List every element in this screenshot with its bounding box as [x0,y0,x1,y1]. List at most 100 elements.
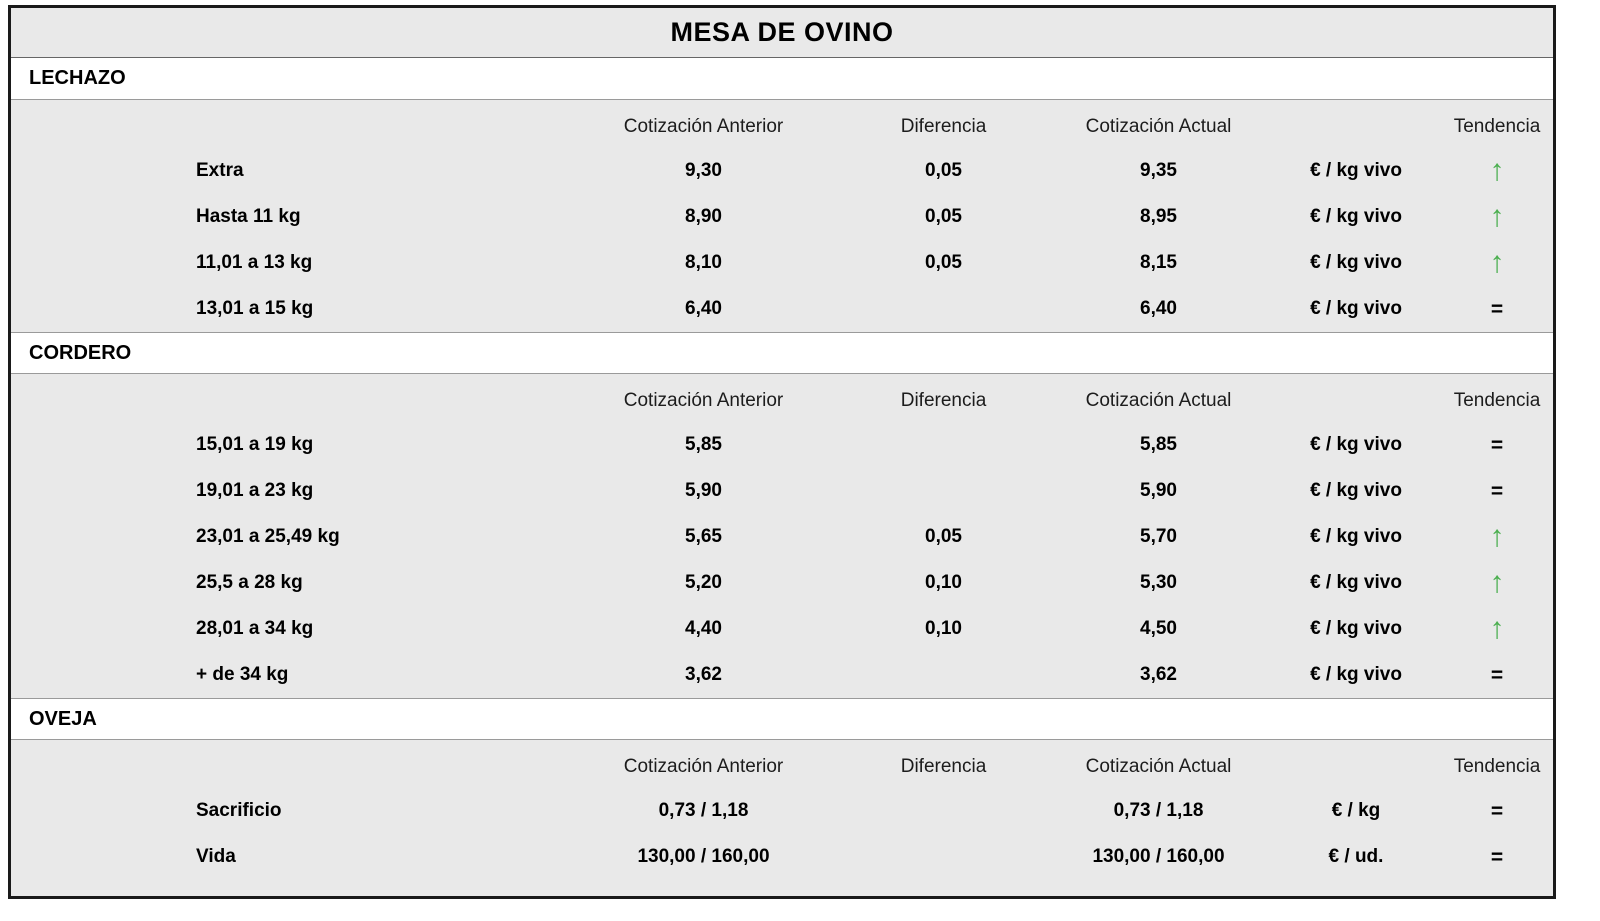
diferencia-value: 0,10 [925,618,962,639]
diferencia-value: 0,10 [925,572,962,593]
trend-equal-icon: = [1490,480,1504,502]
unit-label: € / kg vivo [1310,664,1402,685]
diferencia-value: 0,05 [925,526,962,547]
column-header-row: Cotización Anterior Diferencia Cotización … [11,374,1553,422]
row-label: 19,01 a 23 kg [196,480,314,501]
cotizacion-actual-value: 4,50 [1140,618,1177,639]
cotizacion-anterior-value: 9,30 [685,160,722,181]
section-header: CORDERO [11,332,1553,374]
section-name: CORDERO [29,341,132,364]
cotizacion-actual-value: 5,30 [1140,572,1177,593]
cotizacion-actual-value: 5,90 [1140,480,1177,501]
trend-equal-icon: = [1490,298,1504,320]
trend-up-icon: ↑ [1489,248,1505,278]
cotizacion-anterior-value: 5,20 [685,572,722,593]
section-header: LECHAZO [11,58,1553,100]
table-title: MESA DE OVINO [11,8,1553,58]
trend-equal-icon: = [1490,800,1504,822]
trend-equal-icon: = [1490,846,1504,868]
unit-label: € / kg vivo [1310,206,1402,227]
table-body: LECHAZO Cotización Anterior Diferencia Coti… [11,58,1553,880]
trend-up-icon: ↑ [1489,156,1505,186]
section-name: LECHAZO [29,67,126,89]
column-header-tendencia: Tendencia [1453,116,1541,137]
row-label: 25,5 a 28 kg [196,572,303,593]
row-label: 28,01 a 34 kg [196,618,314,639]
cotizacion-actual-value: 5,70 [1140,526,1177,547]
price-row: 28,01 a 34 kg 4,40 0,10 4,50 € / kg vivo ↑ [11,606,1553,652]
column-header-row: Cotización Anterior Diferencia Cotización … [11,100,1553,148]
cotizacion-actual-value: 130,00 / 160,00 [1092,846,1225,867]
cotizacion-anterior-value: 5,90 [685,480,722,501]
cotizacion-anterior-value: 5,65 [685,526,722,547]
unit-label: € / kg vivo [1310,526,1402,547]
unit-label: € / kg vivo [1310,160,1402,181]
cotizacion-actual-value: 3,62 [1140,664,1177,685]
trend-up-icon: ↑ [1489,202,1505,232]
column-header-diferencia: Diferencia [900,756,987,777]
unit-label: € / kg vivo [1310,298,1402,319]
row-label: 15,01 a 19 kg [196,434,314,455]
price-row: 25,5 a 28 kg 5,20 0,10 5,30 € / kg vivo ↑ [11,560,1553,606]
price-row: 19,01 a 23 kg 5,90 5,90 € / kg vivo = [11,468,1553,514]
ovino-price-table: MESA DE OVINO LECHAZO Cotización Anterior… [8,5,1556,899]
cotizacion-anterior-value: 4,40 [685,618,722,639]
column-header-cotizacion-anterior: Cotización Anterior [623,756,784,777]
unit-label: € / kg [1331,800,1381,821]
unit-label: € / kg vivo [1310,252,1402,273]
unit-label: € / kg vivo [1310,572,1402,593]
price-row: 23,01 a 25,49 kg 5,65 0,05 5,70 € / kg vivo ↑ [11,514,1553,560]
column-header-tendencia: Tendencia [1453,390,1541,411]
trend-up-icon: ↑ [1489,614,1505,644]
cotizacion-actual-value: 5,85 [1140,434,1177,455]
column-header-diferencia: Diferencia [900,116,987,137]
row-label: Sacrificio [196,800,282,821]
trend-up-icon: ↑ [1489,522,1505,552]
column-header-row: Cotización Anterior Diferencia Cotización … [11,740,1553,788]
unit-label: € / kg vivo [1310,434,1402,455]
column-header-cotizacion-anterior: Cotización Anterior [623,390,784,411]
price-row: 11,01 a 13 kg 8,10 0,05 8,15 € / kg vivo ↑ [11,240,1553,286]
row-label: Hasta 11 kg [196,206,301,227]
cotizacion-anterior-value: 5,85 [685,434,722,455]
row-label: Extra [196,160,244,181]
cotizacion-anterior-value: 6,40 [685,298,722,319]
row-label: + de 34 kg [196,664,289,685]
cotizacion-anterior-value: 0,73 / 1,18 [658,800,749,821]
diferencia-value: 0,05 [925,160,962,181]
section-header: OVEJA [11,698,1553,740]
cotizacion-actual-value: 8,15 [1140,252,1177,273]
price-row: Vida 130,00 / 160,00 130,00 / 160,00 € / ud… [11,834,1553,880]
cotizacion-anterior-value: 3,62 [685,664,722,685]
column-header-cotizacion-anterior: Cotización Anterior [623,116,784,137]
price-row: Sacrificio 0,73 / 1,18 0,73 / 1,18 € / kg = [11,788,1553,834]
column-header-tendencia: Tendencia [1453,756,1541,777]
trend-equal-icon: = [1490,434,1504,456]
section-name: OVEJA [29,707,97,730]
price-row: + de 34 kg 3,62 3,62 € / kg vivo = [11,652,1553,698]
column-header-diferencia: Diferencia [900,390,987,411]
row-label: 23,01 a 25,49 kg [196,526,340,547]
unit-label: € / kg vivo [1310,480,1402,501]
cotizacion-actual-value: 9,35 [1140,160,1177,181]
cotizacion-anterior-value: 8,90 [685,206,722,227]
unit-label: € / kg vivo [1310,618,1402,639]
column-header-cotizacion-actual: Cotización Actual [1085,390,1232,411]
price-row: Hasta 11 kg 8,90 0,05 8,95 € / kg vivo ↑ [11,194,1553,240]
price-row: Extra 9,30 0,05 9,35 € / kg vivo ↑ [11,148,1553,194]
cotizacion-anterior-value: 130,00 / 160,00 [637,846,770,867]
column-header-cotizacion-actual: Cotización Actual [1085,116,1232,137]
price-row: 15,01 a 19 kg 5,85 5,85 € / kg vivo = [11,422,1553,468]
row-label: 11,01 a 13 kg [196,252,313,273]
diferencia-value: 0,05 [925,252,962,273]
cotizacion-actual-value: 0,73 / 1,18 [1113,800,1204,821]
row-label: 13,01 a 15 kg [196,298,314,319]
price-row: 13,01 a 15 kg 6,40 6,40 € / kg vivo = [11,286,1553,332]
cotizacion-anterior-value: 8,10 [685,252,722,273]
trend-up-icon: ↑ [1489,568,1505,598]
cotizacion-actual-value: 6,40 [1140,298,1177,319]
column-header-cotizacion-actual: Cotización Actual [1085,756,1232,777]
cotizacion-actual-value: 8,95 [1140,206,1177,227]
unit-label: € / ud. [1328,846,1384,867]
trend-equal-icon: = [1490,664,1504,686]
